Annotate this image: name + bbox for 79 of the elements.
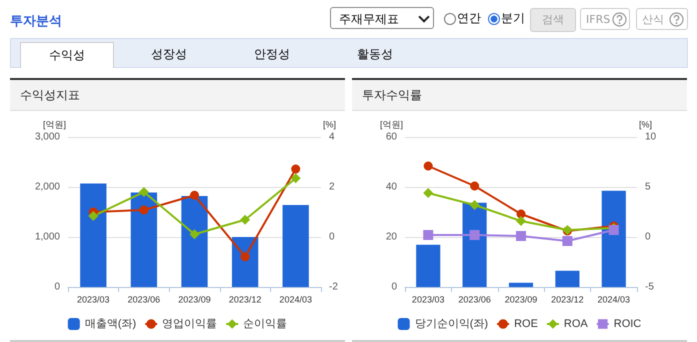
text: 안정성 bbox=[253, 46, 291, 63]
point bbox=[470, 200, 480, 210]
point bbox=[516, 231, 526, 241]
legend-label: 순이익률 bbox=[243, 318, 288, 330]
legend-label: ROA bbox=[564, 318, 588, 330]
x-tick-label: 2023/03 bbox=[412, 294, 444, 304]
point bbox=[291, 164, 300, 174]
x-tick-label: 2023/09 bbox=[504, 294, 538, 304]
text: 수익성 bbox=[20, 42, 114, 68]
bar bbox=[508, 282, 534, 287]
y-tick-label: 3,000 bbox=[34, 132, 60, 142]
bar bbox=[282, 205, 309, 287]
point bbox=[423, 230, 434, 240]
y2-tick-label: -2 bbox=[329, 282, 338, 292]
y-tick-label: 0 bbox=[54, 282, 60, 292]
y2-tick-label: 0 bbox=[329, 232, 335, 242]
point bbox=[190, 229, 200, 240]
text: IFRS bbox=[580, 8, 630, 30]
y2-axis-title: [%] bbox=[323, 120, 336, 130]
chart-title: 수익성지표 bbox=[10, 80, 345, 111]
y2-tick-label: 0 bbox=[645, 232, 651, 242]
y-tick-label: 40 bbox=[386, 182, 398, 192]
bar bbox=[462, 202, 487, 287]
x-tick-label: 2024/03 bbox=[279, 294, 312, 304]
text: 분기 bbox=[501, 10, 525, 27]
y2-axis-title: [%] bbox=[639, 120, 652, 130]
y-tick-label: 0 bbox=[391, 282, 398, 292]
text: 검색 bbox=[530, 8, 576, 32]
bar bbox=[80, 184, 106, 287]
legend-label: ROE bbox=[514, 318, 538, 330]
point bbox=[516, 210, 526, 218]
y2-tick-label: 4 bbox=[329, 132, 335, 142]
y2-tick-label: 5 bbox=[645, 182, 651, 192]
bar bbox=[181, 196, 208, 287]
y2-tick-label: 10 bbox=[645, 132, 657, 142]
text: 성장성 bbox=[150, 46, 188, 63]
legend-label: 당기순이익(좌) bbox=[414, 318, 488, 330]
x-tick-label: 2024/03 bbox=[598, 294, 630, 304]
bar bbox=[232, 237, 258, 287]
point bbox=[190, 190, 199, 200]
chart-title: 투자수익률 bbox=[352, 80, 687, 111]
legend-label: 매출액(좌) bbox=[84, 318, 136, 330]
bar bbox=[416, 244, 440, 287]
point bbox=[139, 206, 148, 214]
x-tick-label: 2023/12 bbox=[228, 294, 262, 304]
point bbox=[290, 173, 301, 184]
bar bbox=[602, 190, 626, 287]
text: 활동성 bbox=[356, 46, 394, 63]
text: 연간 bbox=[457, 10, 481, 27]
x-tick-label: 2023/03 bbox=[77, 294, 110, 304]
y-tick-label: 2,000 bbox=[34, 182, 60, 192]
y-axis-title: [억원] bbox=[42, 120, 66, 130]
point bbox=[240, 252, 250, 262]
x-tick-label: 2023/06 bbox=[458, 294, 491, 304]
point bbox=[470, 230, 480, 240]
point bbox=[424, 162, 433, 170]
legend-label: ROIC bbox=[614, 318, 642, 330]
text: 투자분석 bbox=[10, 13, 62, 30]
point bbox=[138, 187, 149, 197]
x-tick-label: 2023/06 bbox=[128, 294, 160, 304]
text: 산식 bbox=[636, 8, 688, 30]
bar bbox=[130, 192, 158, 287]
y-tick-label: 60 bbox=[386, 132, 398, 142]
bar bbox=[555, 270, 580, 287]
point bbox=[562, 236, 572, 246]
point bbox=[423, 188, 434, 198]
y2-tick-label: -5 bbox=[645, 282, 654, 292]
y-axis-title: [억원] bbox=[380, 120, 403, 130]
point bbox=[470, 182, 480, 190]
x-tick-label: 2023/09 bbox=[178, 294, 211, 304]
legend-label: 영업이익률 bbox=[162, 318, 218, 330]
point bbox=[516, 216, 526, 226]
point bbox=[88, 211, 98, 221]
y2-tick-label: 2 bbox=[329, 182, 335, 192]
y-tick-label: 20 bbox=[386, 232, 398, 242]
text: 주재무제표 bbox=[330, 7, 434, 29]
y-tick-label: 1,000 bbox=[34, 232, 60, 242]
x-tick-label: 2023/12 bbox=[551, 294, 584, 304]
point bbox=[240, 214, 250, 225]
